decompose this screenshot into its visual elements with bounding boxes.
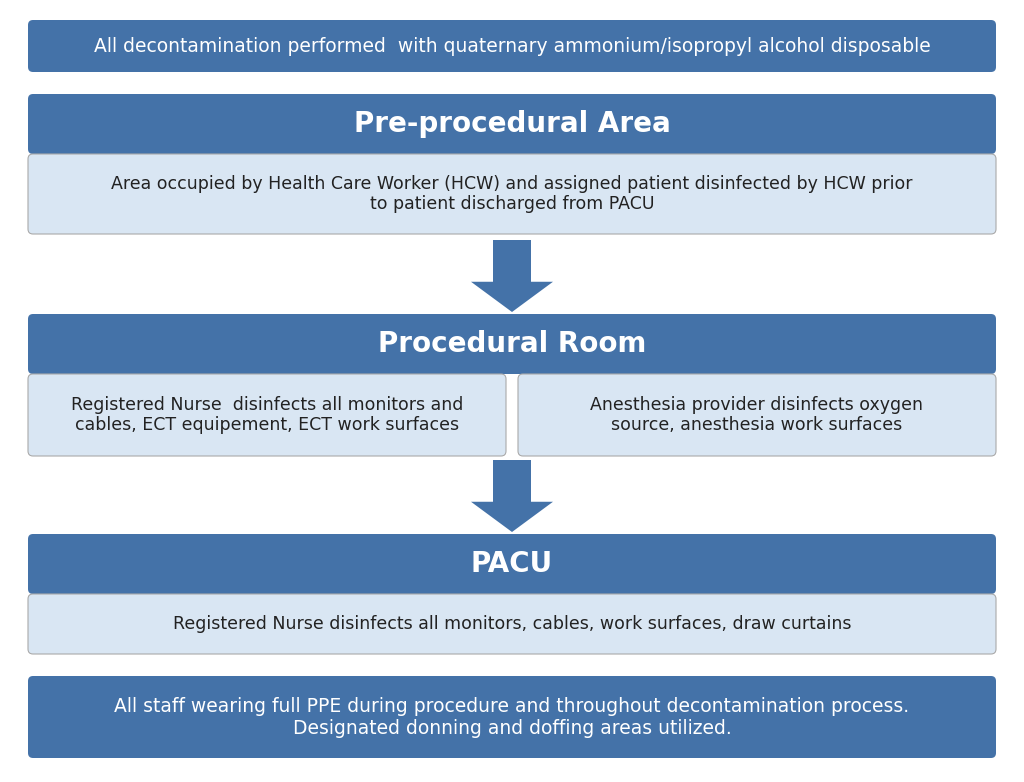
Text: PACU: PACU (471, 550, 553, 578)
FancyBboxPatch shape (28, 314, 996, 374)
FancyBboxPatch shape (28, 594, 996, 654)
Polygon shape (471, 460, 553, 532)
FancyBboxPatch shape (28, 154, 996, 234)
Polygon shape (471, 240, 553, 312)
FancyBboxPatch shape (28, 20, 996, 72)
Text: All staff wearing full PPE during procedure and throughout decontamination proce: All staff wearing full PPE during proced… (115, 697, 909, 737)
FancyBboxPatch shape (518, 374, 996, 456)
FancyBboxPatch shape (28, 374, 506, 456)
Text: Pre-procedural Area: Pre-procedural Area (353, 110, 671, 138)
Text: Area occupied by Health Care Worker (HCW) and assigned patient disinfected by HC: Area occupied by Health Care Worker (HCW… (112, 174, 912, 213)
Text: Anesthesia provider disinfects oxygen
source, anesthesia work surfaces: Anesthesia provider disinfects oxygen so… (591, 396, 924, 434)
Text: Registered Nurse disinfects all monitors, cables, work surfaces, draw curtains: Registered Nurse disinfects all monitors… (173, 615, 851, 633)
FancyBboxPatch shape (28, 676, 996, 758)
Text: All decontamination performed  with quaternary ammonium/isopropyl alcohol dispos: All decontamination performed with quate… (93, 37, 931, 56)
FancyBboxPatch shape (28, 94, 996, 154)
FancyBboxPatch shape (28, 534, 996, 594)
Text: Procedural Room: Procedural Room (378, 330, 646, 358)
Text: Registered Nurse  disinfects all monitors and
cables, ECT equipement, ECT work s: Registered Nurse disinfects all monitors… (71, 396, 463, 434)
